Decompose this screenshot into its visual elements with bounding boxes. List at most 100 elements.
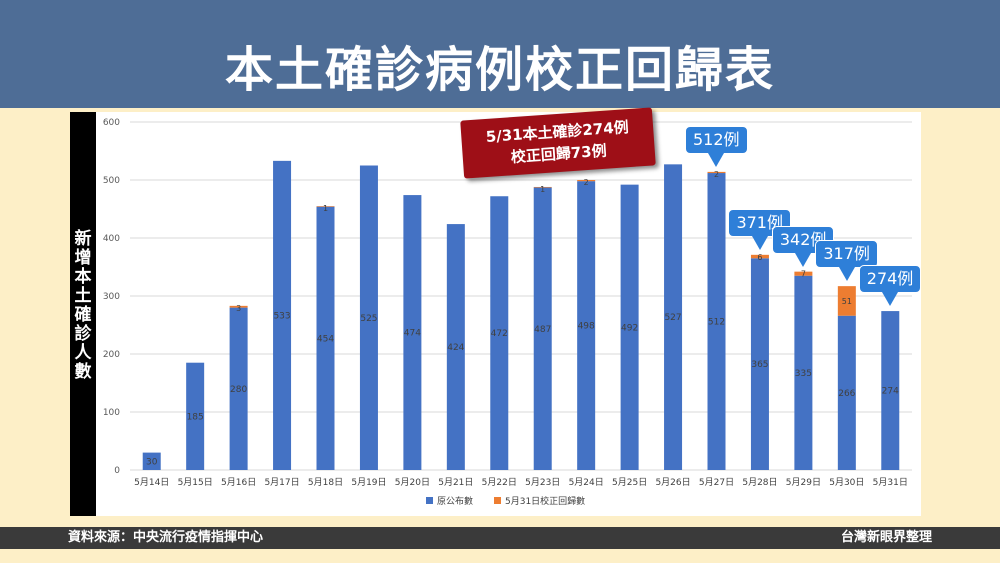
y-tick-label: 200 <box>103 350 120 360</box>
total-callout: 512例 <box>685 125 748 167</box>
x-tick-label: 5月30日 <box>829 477 864 488</box>
y-tick-label: 300 <box>103 292 120 302</box>
bar-original-value: 274 <box>882 387 899 397</box>
y-axis-title-bar: 新增本土確診人數 <box>70 112 96 516</box>
x-tick-label: 5月21日 <box>438 477 473 488</box>
bar-correction <box>229 305 248 308</box>
x-tick-label: 5月29日 <box>786 477 821 488</box>
bar-original <box>359 165 378 470</box>
bar-correction <box>533 186 552 188</box>
bar-original-value: 424 <box>447 343 464 353</box>
y-axis-title-char: 人 <box>74 343 92 363</box>
bar-correction <box>837 286 856 316</box>
bar-original <box>750 258 769 470</box>
y-axis-title-char: 增 <box>74 248 92 268</box>
bar-original <box>837 315 856 470</box>
x-tick-label: 5月25日 <box>612 477 647 488</box>
footer-bar: 資料來源：中央流行疫情指揮中心 台灣新眼界整理 <box>0 527 1000 549</box>
bar-original-value: 280 <box>230 385 247 395</box>
x-tick-label: 5月20日 <box>395 477 430 488</box>
bar-correction <box>707 171 726 174</box>
x-tick-label: 5月22日 <box>482 477 517 488</box>
bar-original-value: 525 <box>360 314 377 324</box>
x-tick-label: 5月14日 <box>134 477 169 488</box>
y-tick-label: 100 <box>103 408 120 418</box>
x-tick-label: 5月15日 <box>178 477 213 488</box>
bar-original-value: 266 <box>838 389 855 399</box>
x-tick-label: 5月19日 <box>351 477 386 488</box>
bar-original-value: 335 <box>795 369 812 379</box>
y-tick-label: 400 <box>103 234 120 244</box>
y-tick-label: 0 <box>114 466 120 476</box>
y-axis-title-char: 新 <box>74 229 92 249</box>
x-tick-label: 5月27日 <box>699 477 734 488</box>
x-tick-label: 5月24日 <box>569 477 604 488</box>
y-axis-title-char: 診 <box>74 324 92 344</box>
page-title: 本土確診病例校正回歸表 <box>224 42 775 98</box>
bar-original <box>620 184 639 470</box>
legend-label-correction: 5月31日校正回歸數 <box>505 495 585 507</box>
bar-original <box>533 187 552 470</box>
bar-original-value: 474 <box>404 329 421 339</box>
header-bar <box>0 0 1000 108</box>
bar-correction <box>577 180 596 182</box>
bar-original <box>446 224 465 470</box>
bar-original-value: 472 <box>491 329 508 339</box>
bar-original <box>403 195 422 470</box>
x-tick-label: 5月17日 <box>264 477 299 488</box>
total-callout: 342例 <box>771 225 835 267</box>
y-axis-title-char: 確 <box>74 305 92 325</box>
source-note: 資料來源：中央流行疫情指揮中心 <box>68 530 264 545</box>
bar-original-value: 487 <box>534 325 551 335</box>
x-tick-label: 5月31日 <box>873 477 908 488</box>
y-tick-label: 600 <box>103 118 120 128</box>
bar-original <box>316 206 335 470</box>
bar-original <box>273 160 292 471</box>
x-tick-label: 5月23日 <box>525 477 560 488</box>
bar-original <box>707 173 726 470</box>
bar-original <box>490 196 509 470</box>
bar-original-value: 185 <box>187 412 204 422</box>
x-tick-label: 5月28日 <box>742 477 777 488</box>
bar-original <box>794 275 813 470</box>
bar-original-value: 454 <box>317 334 334 344</box>
bar-correction <box>750 254 769 259</box>
credit-note: 台灣新眼界整理 <box>840 530 932 545</box>
bar-correction-value: 2 <box>714 170 719 179</box>
y-axis-title-char: 本 <box>74 267 92 287</box>
bar-original <box>186 362 205 470</box>
bar-original <box>142 452 161 470</box>
x-tick-label: 5月26日 <box>655 477 690 488</box>
y-tick-label: 500 <box>103 176 120 186</box>
bar-correction <box>794 271 813 276</box>
y-axis-title-char: 數 <box>74 362 92 382</box>
total-callout: 274例 <box>858 265 922 307</box>
bar-original-value: 30 <box>146 457 158 467</box>
bar-correction-value: 1 <box>323 204 328 213</box>
chart-area: 0 100 200 300 400 500 600 30 5月14日 185 5月15日 280 3 5月… <box>96 112 921 516</box>
legend-swatch-correction <box>494 497 501 504</box>
bar-correction-value: 6 <box>757 253 762 262</box>
bar-correction-value: 3 <box>236 304 241 313</box>
bar-original <box>664 164 683 470</box>
bar-chart: 0 100 200 300 400 500 600 30 5月14日 185 5月15日 280 3 5月… <box>103 118 912 507</box>
total-callout: 371例 <box>728 208 791 250</box>
bar-original <box>881 311 900 470</box>
bar-original <box>577 181 596 470</box>
x-tick-label: 5月18日 <box>308 477 343 488</box>
bar-correction-value: 2 <box>584 178 589 187</box>
bar-correction-value: 1 <box>540 185 545 194</box>
legend-swatch-original <box>426 497 433 504</box>
y-axis-title-char: 土 <box>74 286 92 306</box>
bar-correction-value: 7 <box>801 270 806 279</box>
bar-original-value: 533 <box>273 311 290 321</box>
bar-original <box>229 307 248 470</box>
bar-correction-value: 51 <box>842 297 852 306</box>
bar-original-value: 512 <box>708 318 725 328</box>
legend-label-original: 原公布數 <box>437 495 473 507</box>
bar-original-value: 498 <box>578 322 595 332</box>
total-callout: 317例 <box>815 240 878 282</box>
bar-correction <box>316 206 335 207</box>
bar-original-value: 527 <box>664 313 681 323</box>
bar-original-value: 492 <box>621 323 638 333</box>
